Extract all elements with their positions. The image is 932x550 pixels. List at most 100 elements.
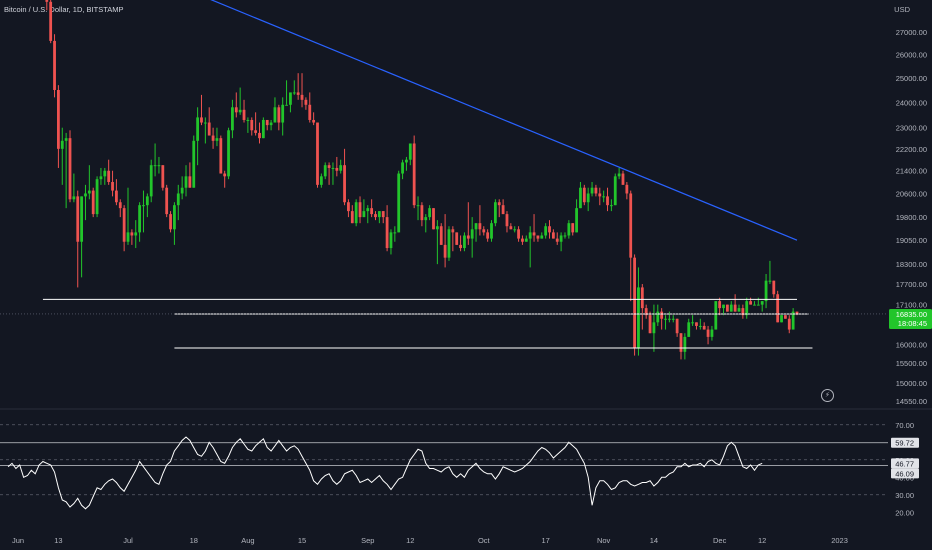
candle-body [142,205,145,207]
countdown-label: 18:08:45 [898,319,927,328]
candle-body [613,176,617,206]
candle-body [80,196,84,242]
candle-body [660,311,664,319]
time-tick-label: Nov [597,536,611,545]
candle-body [374,214,377,218]
candle-body [579,187,582,209]
candle-body [428,208,432,218]
price-tick-label: 14550.00 [896,397,927,406]
time-tick-label: 12 [406,536,414,545]
price-tick-label: 17700.00 [896,280,927,289]
candle-body [405,159,408,163]
candle-body [258,132,261,139]
time-tick-label: Sep [361,536,374,545]
candle-body [671,318,675,320]
candle-body [683,336,687,352]
candle-body [637,287,640,349]
candle-body [756,304,760,306]
price-tick-label: 26000.00 [896,51,927,60]
candle-body [609,205,613,207]
candle-body [366,208,370,212]
candle-body [173,205,176,230]
candle-body [416,205,420,207]
candle-body [513,229,517,231]
oscillator-value-badge [891,437,919,448]
candle-body [165,187,169,215]
candle-body [312,119,316,123]
price-tick-label: 16000.00 [896,340,927,349]
candle-body [722,304,725,309]
candle-body [95,179,99,215]
candle-body [53,40,56,90]
candle-body [118,202,122,209]
candle-body [300,94,304,100]
candle-body [695,322,698,326]
candle-body [764,280,768,302]
candle-body [269,122,273,126]
lightning-icon[interactable]: ⚡ [821,389,834,402]
candle-body [540,235,544,239]
oscillator-tick-label: 30.00 [895,491,914,500]
currency-label: USD [894,5,910,14]
time-tick-label: Jun [12,536,24,545]
candle-body [122,208,126,242]
candle-body [787,318,791,330]
candle-body [439,226,443,245]
candle-body [698,325,702,327]
oscillator-value-badge [891,458,919,469]
candle-body [111,181,114,191]
candle-body [571,223,575,233]
candle-body [180,187,184,194]
oscillator-value-badge-label: 46.09 [895,469,914,478]
candle-body [196,117,200,141]
candle-body [466,235,470,239]
candle-body [625,184,629,194]
candle-body [501,205,505,215]
candle-body [358,202,362,218]
candle-body [412,143,416,206]
candle-body [397,173,401,233]
candle-body [532,232,536,236]
time-tick-label: 18 [190,536,198,545]
candle-body [72,196,76,200]
candle-body [234,107,238,113]
candle-body [509,226,513,230]
candle-body [548,226,551,233]
candle-body [207,122,211,136]
candle-body [598,193,602,197]
candle-body [339,165,343,171]
candle-body [385,217,389,249]
candle-body [780,315,783,323]
candle-body [640,287,644,309]
candle-body [289,92,292,105]
candle-body [254,130,258,133]
candle-body [45,0,49,2]
candle-body [741,308,745,316]
trendline [210,0,798,241]
candle-body [335,167,339,171]
candle-body [679,333,683,352]
candle-body [203,122,207,124]
candle-body [447,229,451,258]
candle-body [381,211,385,218]
candle-body [691,322,694,324]
candle-body [231,107,234,131]
candle-body [331,167,335,169]
time-tick-label: Jul [123,536,133,545]
candle-body [559,235,563,242]
candle-body [551,232,555,239]
candle-body [408,143,412,160]
candle-body [130,232,134,236]
candle-body [617,173,621,177]
candle-body [246,119,250,121]
candle-body [470,229,474,239]
candle-body [644,308,648,316]
candle-body [145,196,149,206]
candle-body [602,196,606,198]
candle-body [505,214,509,227]
time-tick-label: Oct [478,536,491,545]
candle-body [486,232,490,239]
candle-body [76,196,80,242]
candle-body [64,138,68,141]
